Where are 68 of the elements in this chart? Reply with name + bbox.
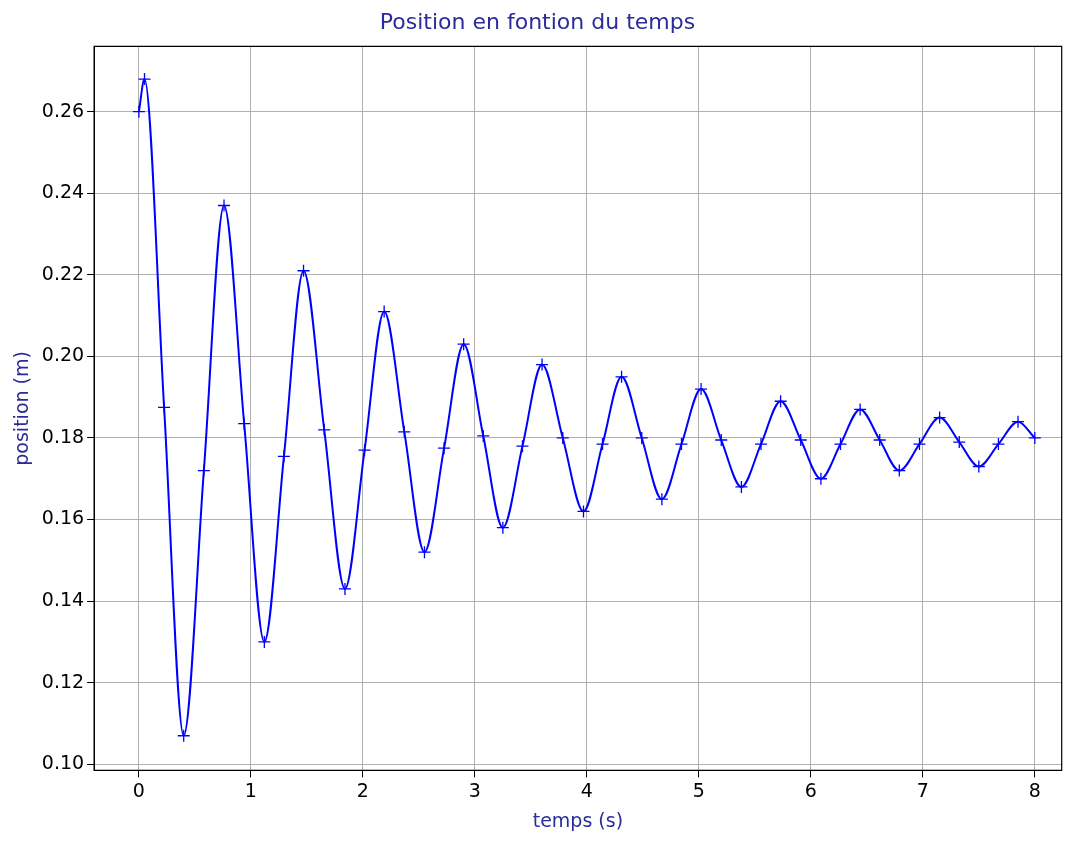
y-tick-label: 0.22 xyxy=(41,261,85,284)
point xyxy=(377,304,391,319)
point xyxy=(317,423,331,437)
point xyxy=(157,400,171,415)
point xyxy=(614,370,629,384)
x-tick-label: 5 xyxy=(692,778,705,801)
point xyxy=(1028,431,1042,445)
point xyxy=(237,417,251,431)
point xyxy=(417,545,432,559)
point xyxy=(714,433,728,447)
point xyxy=(814,472,828,486)
point xyxy=(217,198,231,213)
point xyxy=(873,433,887,447)
point xyxy=(853,402,867,417)
x-tick-label: 7 xyxy=(916,778,929,801)
point xyxy=(137,72,152,86)
point xyxy=(277,449,291,463)
y-tick-label: 0.10 xyxy=(41,751,85,774)
point xyxy=(338,582,352,596)
point xyxy=(457,337,471,351)
x-tick-label: 0 xyxy=(132,778,145,801)
point xyxy=(674,437,689,451)
point xyxy=(833,437,848,451)
y-tick-label: 0.14 xyxy=(41,588,85,611)
x-tick-label: 4 xyxy=(580,778,593,801)
x-tick-label: 6 xyxy=(804,778,817,801)
point xyxy=(773,394,788,408)
point xyxy=(794,433,808,447)
y-tick-label: 0.12 xyxy=(41,669,85,692)
point xyxy=(952,435,966,449)
y-axis-title: position (m) xyxy=(10,351,33,466)
x-tick-label: 2 xyxy=(356,778,369,801)
y-tick-label: 0.16 xyxy=(41,506,85,529)
point xyxy=(972,459,986,474)
point xyxy=(892,463,906,478)
x-tick-label: 8 xyxy=(1028,778,1041,801)
y-tick-label: 0.18 xyxy=(41,424,85,447)
point xyxy=(515,439,530,453)
point xyxy=(177,729,191,743)
point xyxy=(132,105,146,119)
point xyxy=(655,492,669,506)
chart-title: Position en fontion du temps xyxy=(379,8,696,34)
point xyxy=(357,443,372,457)
y-tick-label: 0.24 xyxy=(41,180,85,203)
point xyxy=(535,357,549,372)
point xyxy=(437,441,451,455)
point xyxy=(257,635,271,649)
point xyxy=(912,437,927,451)
point xyxy=(496,521,510,535)
y-tick-label: 0.26 xyxy=(41,98,85,121)
point xyxy=(576,504,591,519)
y-tick-label: 0.20 xyxy=(41,343,85,366)
point xyxy=(556,431,570,445)
point xyxy=(754,437,768,451)
x-axis-title: temps (s) xyxy=(532,808,624,831)
point xyxy=(635,431,649,445)
point xyxy=(694,382,708,396)
point xyxy=(991,437,1006,451)
point xyxy=(932,410,947,425)
point xyxy=(397,425,411,439)
x-tick-label: 1 xyxy=(244,778,257,801)
x-tick-label: 3 xyxy=(468,778,481,801)
point xyxy=(197,463,211,478)
point xyxy=(1011,415,1025,429)
point xyxy=(595,437,610,451)
point xyxy=(476,429,490,443)
point xyxy=(734,480,749,494)
point xyxy=(296,264,311,278)
